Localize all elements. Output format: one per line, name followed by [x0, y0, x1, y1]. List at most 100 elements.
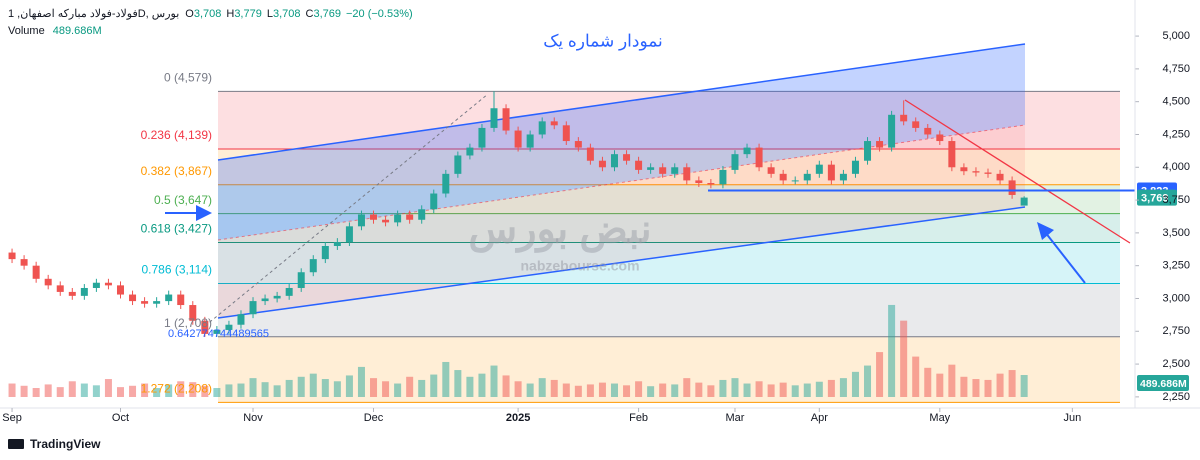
candle-body: [900, 114, 908, 122]
volume-bar: [370, 378, 378, 397]
volume-bar: [153, 388, 161, 397]
candle-body: [984, 172, 992, 174]
volume-bar: [731, 378, 739, 397]
ohlc-label: C: [306, 8, 314, 20]
chart-title: نمودار شماره یک: [543, 31, 663, 51]
volume-bar: [839, 378, 847, 397]
ohlc-value: 3,708: [273, 8, 301, 20]
candle-body: [261, 298, 269, 302]
volume-bar: [68, 381, 76, 397]
volume-bar: [502, 375, 510, 397]
candle-body: [418, 209, 426, 220]
candle-body: [683, 167, 691, 181]
candle-body: [767, 167, 775, 174]
volume-bar: [357, 366, 365, 397]
volume-value: 489.686M: [53, 25, 102, 37]
candle-body: [960, 167, 968, 172]
volume-bar: [610, 383, 618, 397]
volume-bar: [32, 388, 40, 397]
x-tick-label: Apr: [811, 412, 828, 424]
fib-trend: [204, 93, 489, 327]
channel-upper: [218, 44, 1025, 240]
volume-bar: [586, 384, 594, 397]
candle-body: [237, 314, 245, 325]
y-tick-label: 4,250: [1162, 128, 1190, 140]
volume-bar: [333, 381, 341, 397]
volume-bar: [743, 383, 751, 397]
candle-body: [56, 285, 64, 292]
volume-bar: [972, 379, 980, 397]
candle-body: [129, 294, 137, 302]
candle-body: [285, 287, 293, 296]
candle-body: [996, 173, 1004, 181]
plot: [8, 91, 1028, 397]
candle-body: [321, 246, 329, 260]
trend-line: [904, 99, 1131, 244]
fib-label: 0.382 (3,867): [141, 164, 212, 178]
candle-body: [695, 180, 703, 184]
candle-body: [803, 173, 811, 181]
logo: [8, 439, 24, 449]
arrow-head: [196, 205, 212, 221]
candle-body: [815, 164, 823, 174]
candle-body: [68, 291, 76, 296]
candle-body: [514, 130, 522, 148]
volume-bar: [189, 382, 197, 397]
candle-body: [610, 154, 618, 168]
volume-bar: [526, 383, 534, 397]
x-tick-label: Sep: [2, 412, 22, 424]
y-tick-label: 3,000: [1162, 292, 1190, 304]
volume-bar: [490, 365, 498, 397]
y-tick-label: 3,500: [1162, 227, 1190, 239]
candle-body: [876, 141, 884, 148]
candle-body: [550, 121, 558, 126]
candle-body: [345, 226, 353, 243]
y-tick-label: 4,500: [1162, 96, 1190, 108]
candle-body: [92, 282, 100, 288]
candle-body: [791, 180, 799, 182]
volume-bar: [382, 381, 390, 397]
candle-body: [851, 160, 859, 174]
candle-body: [574, 141, 582, 148]
volume-bar: [562, 383, 570, 397]
volume-bar: [538, 378, 546, 397]
volume-bar: [598, 382, 606, 397]
volume-bar: [104, 379, 112, 397]
volume-bar: [177, 381, 185, 397]
volume-bar: [116, 387, 124, 397]
fib-label: 1.272 (2,208): [141, 382, 212, 396]
volume-bar: [996, 373, 1004, 397]
volume-bar: [442, 361, 450, 397]
candle-body: [839, 173, 847, 181]
volume-bar: [201, 385, 209, 397]
candle-body: [562, 125, 570, 142]
candle-body: [972, 171, 980, 173]
annotation: 0.642774744489565: [168, 328, 269, 340]
fib-label: 0.618 (3,427): [141, 222, 212, 236]
candle-body: [647, 167, 655, 170]
candle-body: [177, 294, 185, 306]
candle-body: [249, 301, 257, 315]
volume-bar: [827, 379, 835, 397]
x-tick-label: Feb: [629, 412, 648, 424]
x-tick-label: Jun: [1063, 412, 1081, 424]
y-tick-label: 5,000: [1162, 30, 1190, 42]
candle-body: [80, 287, 88, 296]
candle-body: [1020, 197, 1028, 206]
candle-body: [526, 134, 534, 148]
x-tick-label: Oct: [112, 412, 129, 424]
candle-body: [623, 154, 631, 161]
volume-bar: [141, 383, 149, 397]
volume-bar: [936, 373, 944, 397]
symbol: فولاد-فولاد مبارکه اصفهان, 1D, بورس: [8, 8, 179, 20]
volume-bar: [44, 384, 52, 397]
candle-body: [104, 282, 112, 286]
volume-bar: [394, 383, 402, 397]
volume-bar: [924, 367, 932, 397]
candle-body: [731, 154, 739, 170]
candle-body: [141, 301, 149, 304]
candle-body: [309, 259, 317, 273]
candle-body: [357, 214, 365, 227]
x-tick-label: 2025: [506, 412, 530, 424]
volume-bar: [948, 364, 956, 397]
